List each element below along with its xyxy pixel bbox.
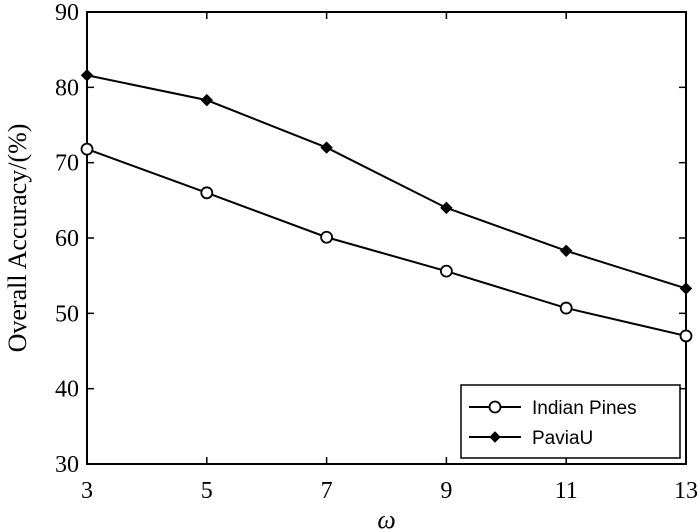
legend-marker <box>489 431 501 443</box>
data-point <box>439 264 453 278</box>
y-tick-label: 50 <box>55 301 79 327</box>
y-tick-label: 80 <box>55 75 79 101</box>
y-tick-label: 70 <box>55 151 79 177</box>
axis-ticks: 3 5 7 9 11 13 30 40 50 60 70 80 90 <box>55 0 698 504</box>
x-tick-label: 13 <box>674 478 698 504</box>
legend-label: PaviaU <box>532 428 593 449</box>
data-point <box>80 142 94 156</box>
data-point <box>320 141 333 154</box>
y-tick-label: 60 <box>55 226 79 252</box>
data-point <box>559 244 573 258</box>
series-indian-pines <box>80 142 693 343</box>
legend-label: Indian Pines <box>532 398 637 419</box>
x-tick-label: 9 <box>440 478 452 504</box>
data-point <box>440 201 453 215</box>
x-tick-label: 5 <box>201 478 213 504</box>
series-paviau <box>80 69 693 295</box>
legend: Indian Pines PaviaU <box>460 384 681 459</box>
data-point <box>679 282 693 295</box>
series-line <box>86 148 687 337</box>
legend-marker <box>488 400 502 414</box>
x-tick-label: 11 <box>555 478 578 504</box>
x-axis-title: ω <box>377 505 395 532</box>
x-tick-label: 7 <box>321 478 333 504</box>
legend-box <box>460 384 681 459</box>
series-layer <box>80 69 693 343</box>
data-point <box>200 93 214 107</box>
data-point <box>679 329 693 343</box>
y-axis-title: Overall Accuracy/(%) <box>3 124 32 353</box>
series-line <box>86 74 687 290</box>
y-tick-label: 40 <box>55 377 79 403</box>
y-tick-label: 90 <box>55 0 79 26</box>
data-point <box>80 69 94 82</box>
x-tick-label: 3 <box>81 478 93 504</box>
data-point <box>559 301 573 315</box>
data-point <box>320 230 334 244</box>
y-tick-label: 30 <box>55 452 79 478</box>
data-point <box>200 186 214 200</box>
